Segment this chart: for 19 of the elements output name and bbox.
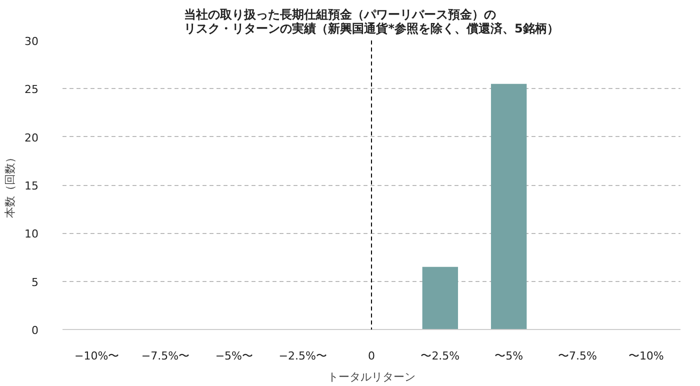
y-tick-label: 25 bbox=[24, 83, 39, 96]
y-tick-label: 20 bbox=[24, 131, 39, 144]
x-axis-title: トータルリターン bbox=[328, 370, 416, 384]
chart-title: 当社の取り扱った長期仕組預金（パワーリバース預金）のリスク・リターンの実績（新興国通貨*参照を除く、償還済、5銘柄） bbox=[184, 8, 559, 36]
y-tick-label: 15 bbox=[24, 180, 39, 192]
x-tick-label: −2.5%〜 bbox=[278, 350, 327, 362]
x-tick-label: 〜10% bbox=[628, 350, 664, 362]
x-tick-label: 0 bbox=[368, 350, 375, 362]
x-tick-label: 〜7.5% bbox=[558, 350, 597, 362]
x-tick-label: −5%〜 bbox=[215, 350, 254, 362]
y-axis-title: 本数（回数） bbox=[4, 152, 17, 218]
y-tick-label: 5 bbox=[32, 276, 38, 289]
x-tick-label: −7.5%〜 bbox=[141, 350, 190, 362]
x-tick-label: 〜2.5% bbox=[420, 350, 460, 362]
x-tick-label: 〜5% bbox=[494, 350, 524, 362]
y-tick-label: 30 bbox=[24, 35, 39, 48]
x-tick-label: −10%〜 bbox=[74, 350, 120, 362]
y-tick-label: 0 bbox=[32, 324, 38, 337]
y-tick-label: 10 bbox=[24, 228, 39, 241]
